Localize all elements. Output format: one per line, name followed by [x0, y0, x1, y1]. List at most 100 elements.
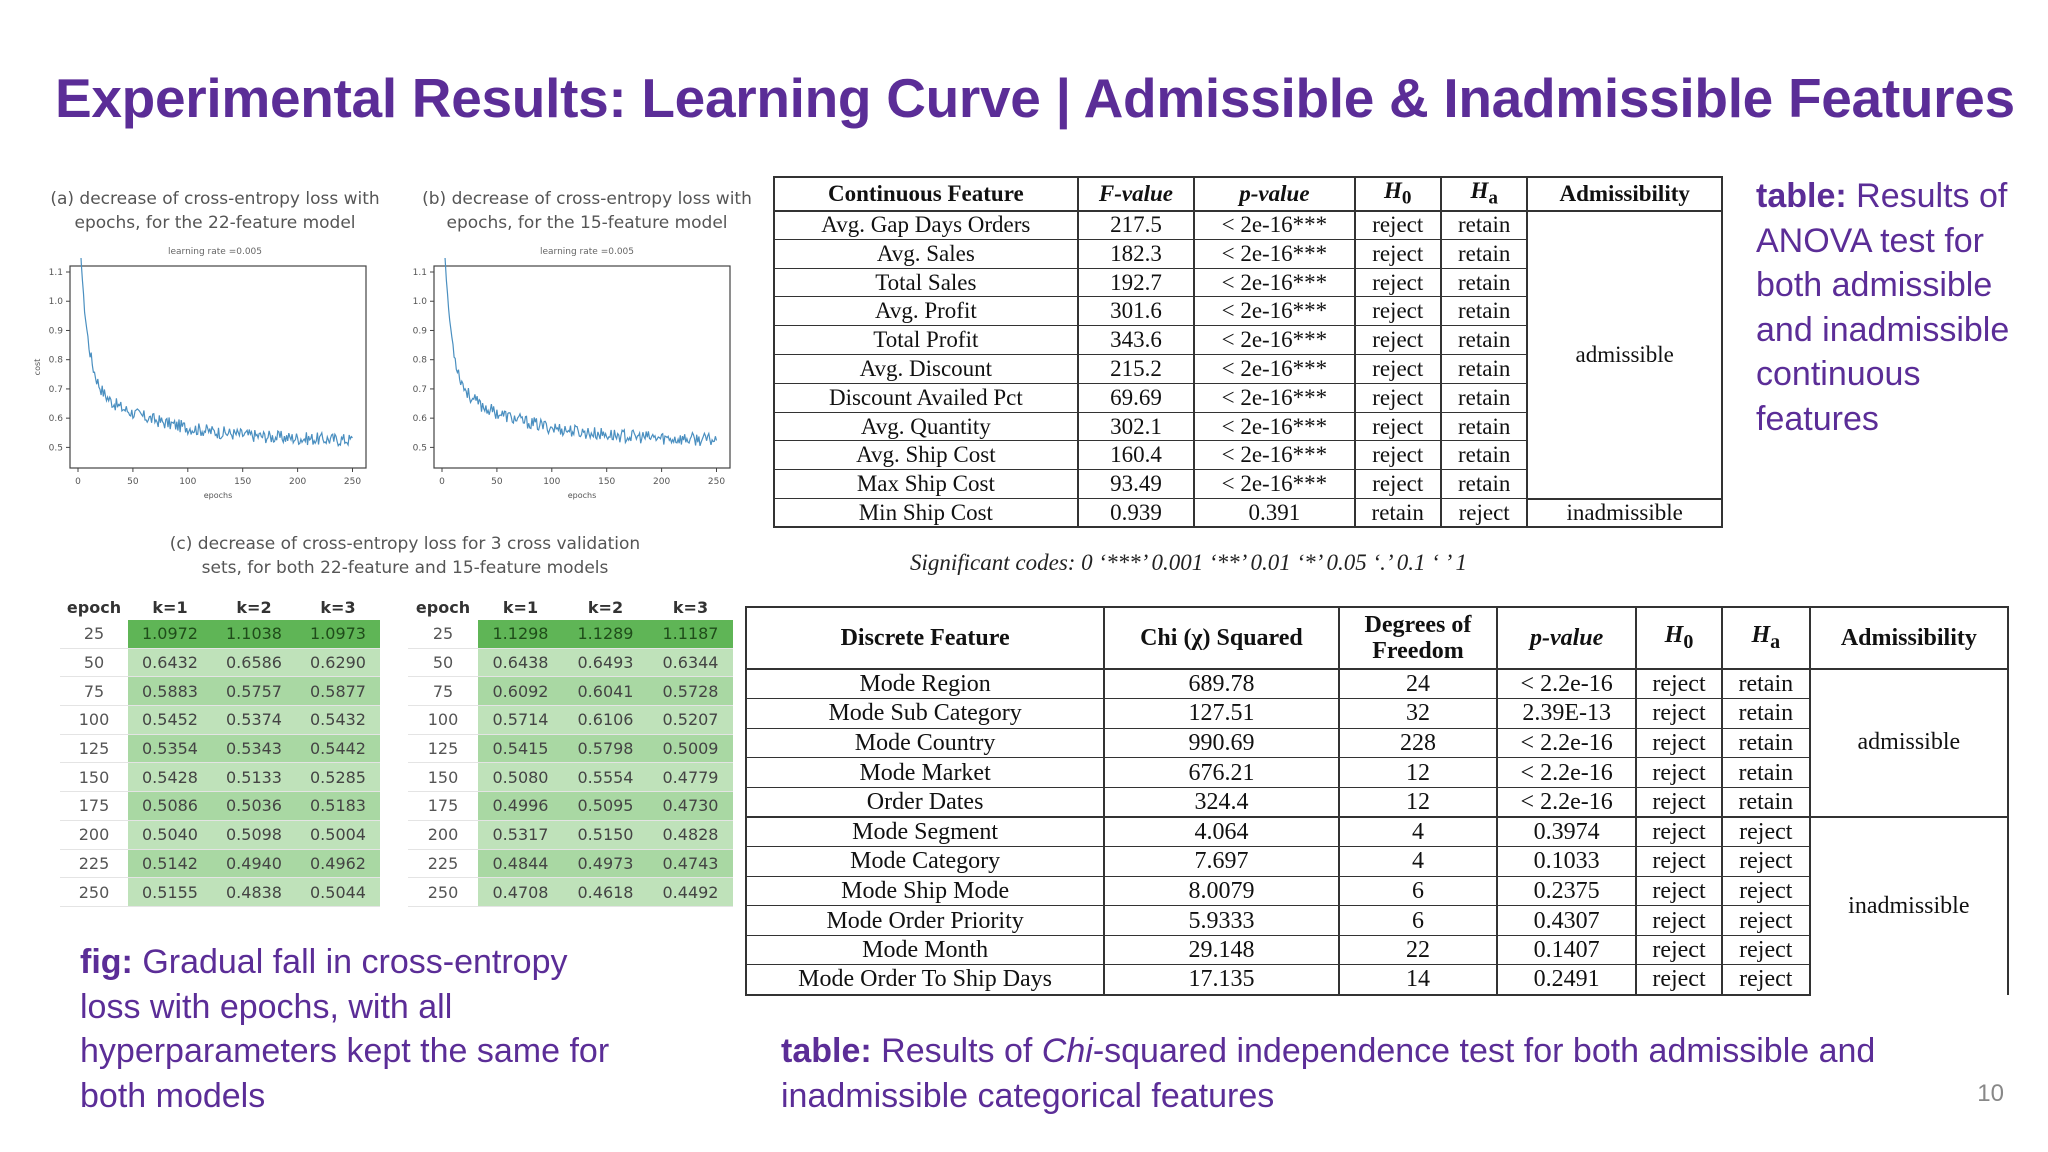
p-value: < 2e-16*** — [1193, 238, 1356, 269]
anova-col-pvalue: p-value — [1193, 176, 1356, 212]
loss-cell: 0.5095 — [563, 791, 648, 821]
ha-decision: retain — [1439, 382, 1529, 413]
y-tick-label: 0.5 — [413, 443, 427, 453]
f-value: 69.69 — [1076, 382, 1196, 413]
feature-name: Total Profit — [773, 325, 1079, 355]
loss-cell: 0.5044 — [296, 877, 380, 907]
ha-decision: reject — [1720, 875, 1811, 906]
feature-name: Discount Availed Pct — [773, 382, 1079, 413]
feature-name: Avg. Profit — [773, 296, 1079, 326]
anova-col-admissibility: Admissibility — [1526, 176, 1723, 212]
loss-cell: 1.1298 — [478, 620, 563, 649]
chi-col-ha: Ha — [1720, 606, 1811, 670]
plot-b-title-line2: epochs, for the 15-feature model — [446, 213, 728, 233]
y-tick-label: 0.9 — [49, 326, 64, 336]
feature-name: Min Ship Cost — [773, 498, 1079, 529]
plot-a-title-line2: epochs, for the 22-feature model — [74, 213, 356, 233]
feature-name: Mode Segment — [744, 815, 1106, 847]
degrees-of-freedom: 4 — [1337, 846, 1499, 877]
p-value: < 2e-16*** — [1193, 210, 1356, 240]
y-tick-label: 0.7 — [413, 385, 427, 395]
epoch-table-row: 175 0.5086 0.5036 0.5183 — [60, 791, 380, 821]
plot-b-chart: 1.1 1.0 0.9 0.8 0.7 0.6 0.5 0 50 100 150 200 250 epoc… — [413, 258, 731, 500]
chi-col-h0: H0 — [1635, 606, 1723, 670]
feature-name: Order Dates — [744, 786, 1106, 817]
loss-cell: 0.5554 — [563, 762, 648, 793]
epoch-table-row: 50 0.6432 0.6586 0.6290 — [60, 648, 380, 678]
y-tick-label: 0.5 — [49, 443, 63, 453]
epoch-table-row: 100 0.5714 0.6106 0.5207 — [408, 705, 733, 735]
epoch-table-row: 225 0.5142 0.4940 0.4962 — [60, 849, 380, 879]
loss-cell: 0.5207 — [648, 705, 733, 735]
p-value: < 2e-16*** — [1193, 469, 1356, 499]
y-tick-label: 0.7 — [49, 385, 63, 395]
loss-cell: 0.5098 — [212, 820, 296, 850]
loss-cell: 0.6092 — [478, 676, 563, 707]
anova-col-fvalue: F-value — [1076, 176, 1196, 212]
loss-cell: 0.4828 — [648, 820, 733, 850]
p-value: 0.2375 — [1496, 875, 1638, 906]
feature-name: Mode Region — [744, 668, 1106, 699]
y-tick-label: 1.1 — [49, 268, 63, 278]
figure-caption-lead: fig: — [80, 943, 133, 981]
loss-cell: 0.4838 — [212, 877, 296, 907]
loss-cell: 0.5086 — [128, 791, 212, 821]
x-tick-label: 100 — [179, 477, 196, 487]
epoch-cell: 25 — [408, 620, 478, 649]
plot-a-title-line1: (a) decrease of cross-entropy loss with — [50, 189, 380, 209]
epoch-cell: 125 — [60, 734, 128, 764]
epoch-table-row: 25 1.0972 1.1038 1.0973 — [60, 620, 380, 649]
loss-cell: 0.6432 — [128, 648, 212, 678]
anova-col-feature: Continuous Feature — [773, 176, 1079, 212]
degrees-of-freedom: 32 — [1337, 698, 1499, 729]
chi-row: Mode Region 689.78 24 < 2.2e-16 reject retain… — [744, 668, 2010, 817]
epoch-table-col-header: k=1 — [502, 597, 539, 617]
anova-row: Avg. Gap Days Orders 217.5 < 2e-16*** rejec… — [773, 210, 1723, 499]
epoch-table-header: epoch k=1 k=2 k=3 — [60, 594, 380, 620]
epoch-cell: 75 — [408, 676, 478, 707]
feature-name: Mode Month — [744, 934, 1106, 965]
loss-cell: 0.4973 — [563, 849, 648, 879]
epoch-cell: 225 — [60, 849, 128, 879]
epoch-table-row: 175 0.4996 0.5095 0.4730 — [408, 791, 733, 821]
x-tick-label: 50 — [491, 477, 503, 487]
loss-cell: 0.5415 — [478, 734, 563, 764]
loss-cell: 0.5374 — [212, 705, 296, 735]
feature-name: Total Sales — [773, 267, 1079, 297]
epoch-table-row: 225 0.4844 0.4973 0.4743 — [408, 849, 733, 879]
h0-decision: reject — [1353, 210, 1442, 240]
chi-col-ha-text: H — [1751, 622, 1771, 649]
epoch-table-row: 75 0.5883 0.5757 0.5877 — [60, 676, 380, 707]
chi-col-pvalue-text: p-value — [1529, 624, 1604, 651]
p-value: < 2e-16*** — [1193, 382, 1356, 413]
anova-col-h0: H0 — [1353, 176, 1442, 212]
p-value: 2.39E-13 — [1496, 698, 1638, 729]
h0-decision: reject — [1635, 964, 1723, 996]
p-value: 0.1407 — [1496, 934, 1638, 965]
epoch-table-col-header: epoch — [66, 597, 122, 617]
chi-value: 689.78 — [1103, 668, 1340, 699]
y-tick-label: 1.0 — [49, 297, 64, 307]
feature-name: Avg. Gap Days Orders — [773, 210, 1079, 240]
x-tick-label: 0 — [75, 477, 81, 487]
f-value: 302.1 — [1076, 411, 1196, 441]
h0-decision: reject — [1635, 934, 1723, 965]
inadmissible-label: inadmissible — [1526, 497, 1723, 529]
chi-col-h0-text: H — [1664, 622, 1684, 649]
loss-cell: 0.5728 — [648, 676, 733, 707]
p-value: < 2.2e-16 — [1496, 757, 1638, 788]
epoch-table-row: 200 0.5317 0.5150 0.4828 — [408, 820, 733, 850]
chi-col-pvalue: p-value — [1496, 606, 1638, 670]
plot-a-chart: 1.1 1.0 0.9 0.8 0.7 0.6 0.5 0 50 100 150 200 250 epoc… — [33, 258, 367, 500]
inadmissible-label: inadmissible — [1808, 815, 2010, 995]
epoch-table-header: epoch k=1 k=2 k=3 — [408, 594, 733, 620]
ha-decision: retain — [1439, 440, 1529, 470]
epoch-table-row: 250 0.5155 0.4838 0.5044 — [60, 877, 380, 907]
y-tick-label: 0.6 — [49, 414, 64, 424]
anova-row: Max Ship Cost 93.49 < 2e-16*** reject retain — [773, 469, 1722, 499]
epoch-table-row: 150 0.5080 0.5554 0.4779 — [408, 762, 733, 793]
h0-decision: reject — [1353, 238, 1442, 269]
p-value: 0.1033 — [1496, 846, 1638, 877]
f-value: 343.6 — [1076, 325, 1196, 355]
loss-cell: 0.6290 — [296, 648, 380, 678]
